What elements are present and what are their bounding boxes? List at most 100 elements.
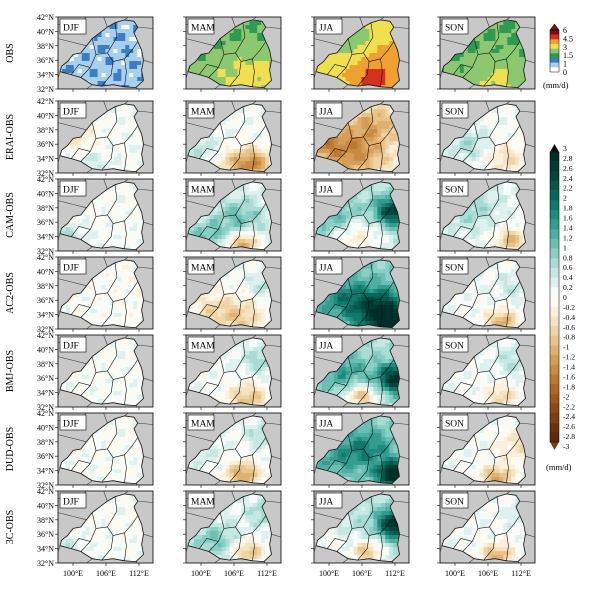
field-cell bbox=[113, 65, 118, 70]
field-cell bbox=[515, 153, 520, 158]
field-cell bbox=[113, 81, 118, 86]
field-cell bbox=[249, 145, 254, 150]
field-cell bbox=[225, 149, 230, 154]
field-cell bbox=[245, 165, 250, 170]
field-cell bbox=[209, 215, 215, 220]
field-cell bbox=[93, 61, 98, 66]
field-cell bbox=[333, 227, 339, 232]
field-cell bbox=[85, 153, 90, 158]
field-cell bbox=[93, 69, 98, 74]
field-cell bbox=[221, 133, 226, 138]
field-cell bbox=[93, 207, 98, 212]
field-cell bbox=[385, 113, 390, 118]
field-cell bbox=[97, 161, 102, 166]
field-cell bbox=[121, 137, 126, 142]
field-cell bbox=[499, 113, 504, 118]
field-cell bbox=[507, 133, 512, 138]
field-cell bbox=[491, 129, 496, 134]
field-cell bbox=[261, 137, 266, 142]
field-cell bbox=[257, 207, 262, 212]
outer-border bbox=[506, 16, 511, 21]
field-cell bbox=[217, 73, 222, 78]
field-cell bbox=[357, 133, 362, 138]
lat-tick-label: 40°N bbox=[37, 189, 54, 198]
field-cell bbox=[369, 203, 374, 208]
field-cell bbox=[475, 65, 480, 70]
field-cell bbox=[225, 65, 230, 70]
province-border bbox=[107, 106, 118, 138]
field-cell bbox=[113, 77, 118, 82]
outer-border bbox=[214, 84, 221, 90]
field-cell bbox=[81, 223, 87, 228]
field-cell bbox=[257, 45, 262, 50]
field-cell bbox=[261, 187, 266, 192]
field-cell bbox=[357, 191, 362, 196]
outer-border bbox=[103, 16, 108, 28]
field-cell bbox=[373, 203, 378, 208]
field-cell bbox=[345, 57, 350, 62]
field-cell bbox=[511, 161, 516, 166]
field-cell bbox=[77, 57, 83, 62]
field-cell bbox=[265, 215, 270, 220]
field-cell bbox=[221, 227, 226, 232]
field-cell bbox=[93, 203, 98, 208]
field-cell bbox=[345, 157, 350, 162]
field-cell bbox=[389, 219, 394, 224]
field-cell bbox=[381, 191, 386, 196]
field-cell bbox=[479, 141, 484, 146]
field-cell bbox=[125, 41, 130, 46]
field-cell bbox=[249, 125, 254, 130]
field-cell bbox=[85, 157, 90, 162]
field-cell bbox=[117, 65, 122, 70]
field-cell bbox=[93, 145, 98, 150]
field-cell bbox=[229, 149, 234, 154]
field-cell bbox=[471, 69, 476, 74]
field-cell bbox=[361, 141, 366, 146]
field-cell bbox=[225, 129, 230, 134]
field-cell bbox=[475, 165, 480, 170]
field-cell bbox=[499, 165, 504, 170]
field-cell bbox=[129, 125, 134, 130]
field-cell bbox=[233, 211, 238, 216]
field-cell bbox=[341, 211, 346, 216]
field-cell bbox=[253, 211, 258, 216]
field-cell bbox=[315, 231, 319, 236]
field-cell bbox=[89, 69, 94, 74]
field-cell bbox=[447, 153, 453, 158]
province-border bbox=[462, 122, 479, 162]
field-cell bbox=[511, 45, 516, 50]
field-cell bbox=[341, 141, 346, 146]
field-cell bbox=[389, 85, 394, 88]
field-cell bbox=[253, 191, 258, 196]
field-cell bbox=[217, 53, 222, 58]
field-cell bbox=[129, 239, 134, 244]
field-cell bbox=[249, 77, 254, 82]
province-border bbox=[252, 220, 255, 249]
field-cell bbox=[205, 145, 211, 150]
field-cell bbox=[89, 223, 94, 228]
field-cell bbox=[455, 69, 461, 74]
field-cell bbox=[333, 137, 339, 142]
outer-border bbox=[399, 143, 410, 148]
field-cell bbox=[213, 73, 218, 78]
field-cell bbox=[381, 81, 386, 86]
field-cell bbox=[133, 85, 138, 88]
field-cell bbox=[483, 53, 488, 58]
field-cell bbox=[349, 149, 354, 154]
field-cell bbox=[503, 165, 508, 170]
field-cell bbox=[507, 29, 512, 34]
field-cell bbox=[341, 49, 346, 54]
field-cell bbox=[217, 61, 222, 66]
field-cell bbox=[381, 37, 386, 42]
field-cell bbox=[241, 215, 246, 220]
field-cell bbox=[365, 211, 370, 216]
field-cell bbox=[475, 57, 480, 62]
field-cell bbox=[237, 211, 242, 216]
field-cell bbox=[261, 207, 266, 212]
field-cell bbox=[89, 243, 94, 248]
field-cell bbox=[217, 49, 222, 54]
field-cell bbox=[357, 203, 362, 208]
field-cell bbox=[357, 121, 362, 126]
field-cell bbox=[229, 207, 234, 212]
field-cell bbox=[237, 77, 242, 82]
